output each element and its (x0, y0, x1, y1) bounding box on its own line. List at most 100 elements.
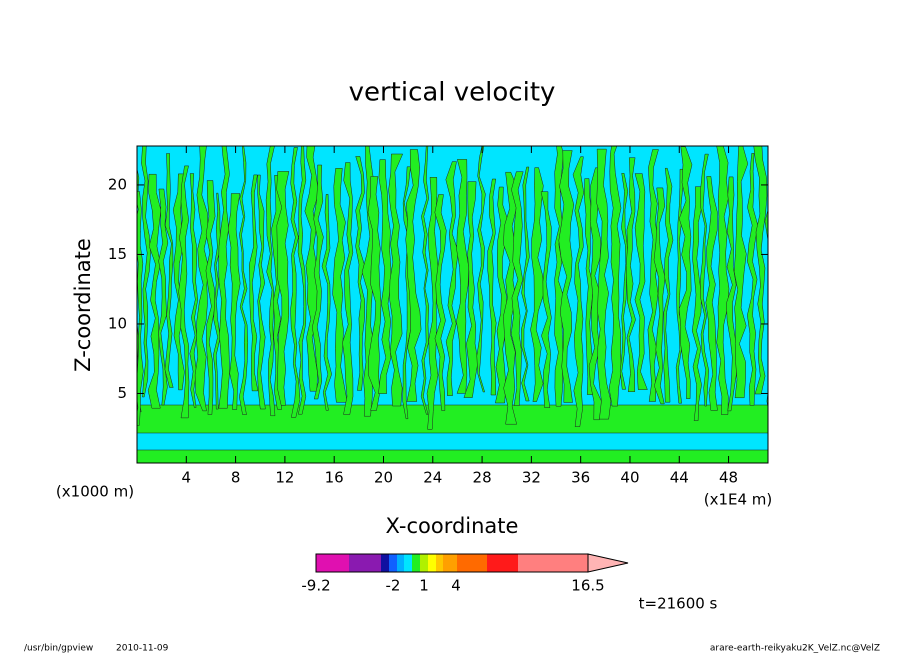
colorbar-segment (436, 554, 443, 572)
contour-fill (653, 187, 666, 405)
contour-fill (205, 180, 216, 415)
contour-fill (355, 156, 365, 391)
contour-fill (619, 173, 629, 390)
x-tick-label: 20 (374, 469, 393, 487)
x-tick-label: 48 (719, 469, 738, 487)
colorbar-segment (389, 554, 397, 572)
colorbar-segment (518, 554, 588, 572)
colorbar-tick-label: -9.2 (301, 577, 330, 595)
contour-fill (463, 181, 479, 398)
contour-fill (164, 153, 174, 388)
plot-frame (136, 145, 769, 464)
x-unit: (x1E4 m) (704, 491, 773, 509)
contour-fill (558, 150, 575, 403)
contour-fill (716, 146, 730, 415)
contour-fill (147, 173, 162, 409)
contour-fill (487, 178, 497, 396)
contour-fill (276, 171, 290, 406)
contour-fill (420, 146, 430, 415)
colorbar-segment (349, 554, 381, 572)
x-tick-label: 36 (571, 469, 590, 487)
contour-fill (678, 146, 693, 399)
colorbar-segment (457, 554, 487, 572)
contour-fill (189, 173, 199, 408)
x-tick-label: 32 (522, 469, 541, 487)
x-tick-label: 28 (473, 469, 492, 487)
x-tick-label: 40 (620, 469, 639, 487)
contour-fill (540, 191, 552, 408)
contour-fill (608, 146, 622, 407)
x-tick-label: 44 (670, 469, 689, 487)
contour-fill (647, 149, 659, 402)
contour-fill (700, 153, 709, 407)
colorbar-frame (315, 553, 589, 573)
contour-fill (634, 173, 648, 390)
contour-fill (321, 194, 332, 411)
contour-fill (367, 176, 382, 411)
x-tick-label: 24 (423, 469, 442, 487)
y-unit: (x1000 m) (56, 483, 134, 501)
contour-fill (141, 146, 151, 398)
contour-fill (297, 146, 307, 415)
contour-fill (434, 194, 447, 411)
colorbar-segment (404, 554, 412, 572)
colorbar-segment (428, 554, 436, 572)
x-tick-label: 8 (231, 469, 241, 487)
time-label: t=21600 s (639, 595, 718, 613)
contour-fill (588, 167, 602, 421)
contour-fill (312, 164, 324, 400)
colorbar-tick-label: -2 (386, 577, 401, 595)
x-tick-label: 16 (325, 469, 344, 487)
chart-title: vertical velocity (349, 78, 556, 108)
colorbar-segment (443, 554, 457, 572)
colorbar-tick-label: 1 (419, 577, 429, 595)
contour-fill (445, 161, 459, 396)
contour-fill (596, 148, 612, 420)
y-tick-label: 15 (108, 245, 127, 263)
footer-date: 2010-11-09 (116, 644, 169, 654)
contour-fill (663, 167, 674, 403)
colorbar-segment (397, 554, 404, 572)
colorbar-segment (412, 554, 420, 572)
colorbar-segment (381, 554, 389, 572)
contour-fill (554, 146, 565, 407)
contour-fill (265, 146, 276, 417)
contour-fill (753, 146, 768, 395)
contour-fill (705, 176, 718, 411)
contour-fill (691, 186, 703, 421)
colorbar-segment (420, 554, 428, 572)
colorbar-segment (487, 554, 518, 572)
contour-fill (257, 174, 266, 410)
contour-fill (239, 146, 249, 415)
contour-fill (388, 153, 404, 407)
footer-program: /usr/bin/gpview (24, 644, 93, 654)
contour-fill (378, 159, 392, 394)
contour-fill (530, 167, 545, 402)
colorbar-extension (587, 553, 629, 573)
contour-band (137, 449, 768, 463)
contour-fill (426, 177, 439, 430)
x-tick-label: 12 (275, 469, 294, 487)
contour-fill (726, 176, 738, 412)
colorbar: -9.2 -2 1 4 16.5 (301, 553, 629, 595)
colorbar-tick-label: 16.5 (571, 577, 604, 595)
y-tick-label: 10 (108, 314, 127, 332)
y-axis-label: Z-coordinate (71, 238, 95, 372)
contour-field (137, 146, 768, 463)
y-tick-label: 5 (117, 384, 127, 402)
contour-fill (178, 165, 190, 419)
x-tick-label: 4 (182, 469, 192, 487)
contour-fill (227, 193, 241, 410)
footer-file: arare-earth-reikyaku2K_VelZ.nc@VelZ (710, 644, 880, 654)
contour-fill (158, 188, 169, 406)
colorbar-segment (316, 554, 349, 572)
x-axis-label: X-coordinate (386, 514, 519, 538)
colorbar-tick-label: 4 (451, 577, 461, 595)
contour-fill (510, 171, 524, 406)
contour-fill (290, 147, 301, 418)
y-tick-label: 20 (108, 175, 127, 193)
contour-fill (342, 162, 354, 415)
contour-fill (521, 166, 530, 402)
